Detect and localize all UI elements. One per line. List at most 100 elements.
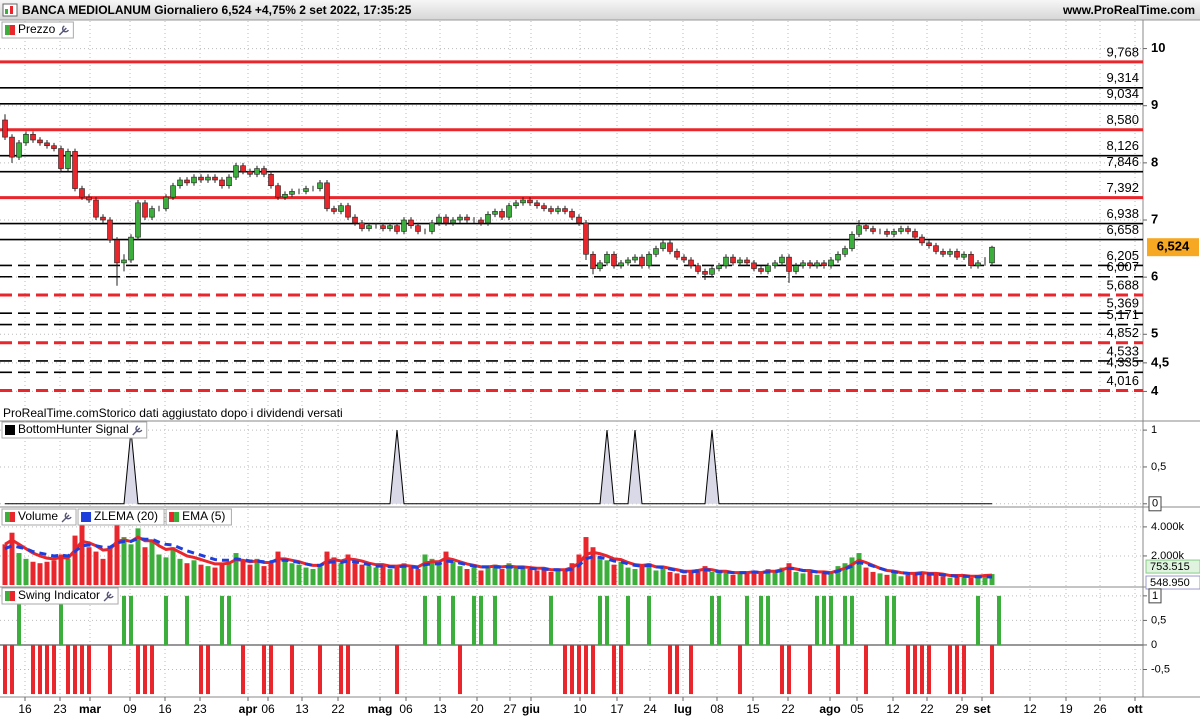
candle-body (618, 262, 624, 267)
volume-bar (226, 561, 232, 585)
volume-bar (513, 567, 519, 585)
swing-bar (759, 595, 763, 645)
x-tick-label: 16 (158, 702, 172, 716)
swing-bar (241, 644, 245, 695)
x-tick-label: ago (819, 702, 840, 716)
volume-bar (93, 551, 99, 585)
volume-bar (58, 554, 64, 585)
x-tick-label: 24 (643, 702, 657, 716)
candle-body (695, 265, 701, 272)
y-tick-label: 0,5 (1151, 461, 1166, 473)
level-label: 5,688 (1106, 277, 1139, 292)
candle-body (205, 176, 211, 181)
swing-bar (920, 644, 924, 695)
volume-bar (597, 557, 603, 585)
candle-body (667, 242, 673, 252)
candle-body (408, 219, 414, 227)
x-tick-label: 17 (610, 702, 624, 716)
swing-bar (262, 644, 266, 695)
swing-bar (549, 595, 553, 645)
candle-body (513, 202, 519, 207)
candle-body (415, 225, 421, 232)
legend-entry[interactable]: Swing Indicator (1, 587, 119, 605)
legend-entry[interactable]: EMA (5) (165, 508, 232, 526)
header-site[interactable]: www.ProRealTime.com (1062, 3, 1195, 17)
volume-bar (912, 573, 918, 585)
candle-body (177, 179, 183, 187)
x-tick-label: apr (239, 702, 258, 716)
level-label: 6,658 (1106, 222, 1139, 237)
candle-body (548, 208, 554, 212)
volume-bar (653, 570, 659, 585)
swing-bar (437, 595, 441, 645)
legend-label: Volume (18, 509, 58, 523)
swing-bar (206, 644, 210, 695)
volume-bar (954, 576, 960, 585)
x-tick-label: 08 (710, 702, 724, 716)
volume-bar (184, 563, 190, 585)
candle-body (163, 196, 169, 209)
candle-body (219, 179, 225, 187)
volume-bar (590, 547, 596, 585)
candle-body (191, 176, 197, 184)
volume-bar (541, 567, 547, 585)
level-label: 4,335 (1106, 355, 1139, 370)
swing-bar (136, 644, 140, 695)
volume-bar (639, 566, 645, 585)
volume-bar (345, 554, 351, 585)
volume-bar (317, 564, 323, 585)
volume-bar (681, 574, 687, 585)
candle-body (639, 256, 645, 267)
candle-body (527, 199, 533, 204)
swing-bar (955, 644, 959, 695)
volume-bar (737, 573, 743, 585)
legend-entry[interactable]: BottomHunter Signal (1, 421, 148, 439)
candle-body (968, 253, 974, 267)
legend-entry[interactable]: ZLEMA (20) (77, 508, 165, 526)
volume-bar (2, 544, 8, 585)
volume-bar (79, 523, 85, 585)
candle-body (401, 219, 407, 232)
candle-body (975, 262, 981, 267)
volume-bar (667, 571, 673, 585)
candle-body (79, 188, 85, 198)
swing-bar (584, 644, 588, 695)
candle-body (324, 182, 330, 209)
volume-bar (744, 571, 750, 585)
legend-swatch (10, 25, 15, 35)
candle-body (884, 231, 890, 235)
candle-body (744, 259, 750, 264)
volume-bar (709, 571, 715, 585)
legend-entry[interactable]: Volume (1, 508, 77, 526)
y-tick-label: 0,5 (1151, 614, 1166, 626)
volume-bar (303, 567, 309, 585)
candle-body (954, 251, 960, 258)
candle-body (135, 202, 141, 238)
legend-entry[interactable]: Prezzo (1, 21, 74, 39)
volume-average-line (4, 536, 993, 579)
volume-bar (555, 569, 561, 585)
candle-body (828, 259, 834, 267)
swing-bar (3, 644, 7, 695)
volume-bar (835, 566, 841, 585)
swing-bar (864, 644, 868, 695)
level-label: 4,016 (1106, 373, 1139, 388)
candle-body (338, 205, 344, 212)
volume-bar (275, 551, 281, 585)
volume-bar (716, 573, 722, 585)
y-tick-label: 0 (1151, 639, 1157, 651)
y-tick-label: 4 (1151, 383, 1159, 398)
candle-body (317, 182, 323, 189)
x-tick-label: ott (1127, 702, 1142, 716)
volume-bar (576, 554, 582, 585)
y-tick-label: 5 (1151, 326, 1158, 341)
swing-bar (423, 595, 427, 645)
volume-bar (898, 576, 904, 585)
volume-bar (464, 569, 470, 585)
swing-bar (892, 595, 896, 645)
volume-bar (373, 567, 379, 585)
volume-bar (429, 558, 435, 585)
swing-bar (997, 595, 1001, 645)
swing-bar (80, 644, 84, 695)
volume-bar (821, 571, 827, 585)
